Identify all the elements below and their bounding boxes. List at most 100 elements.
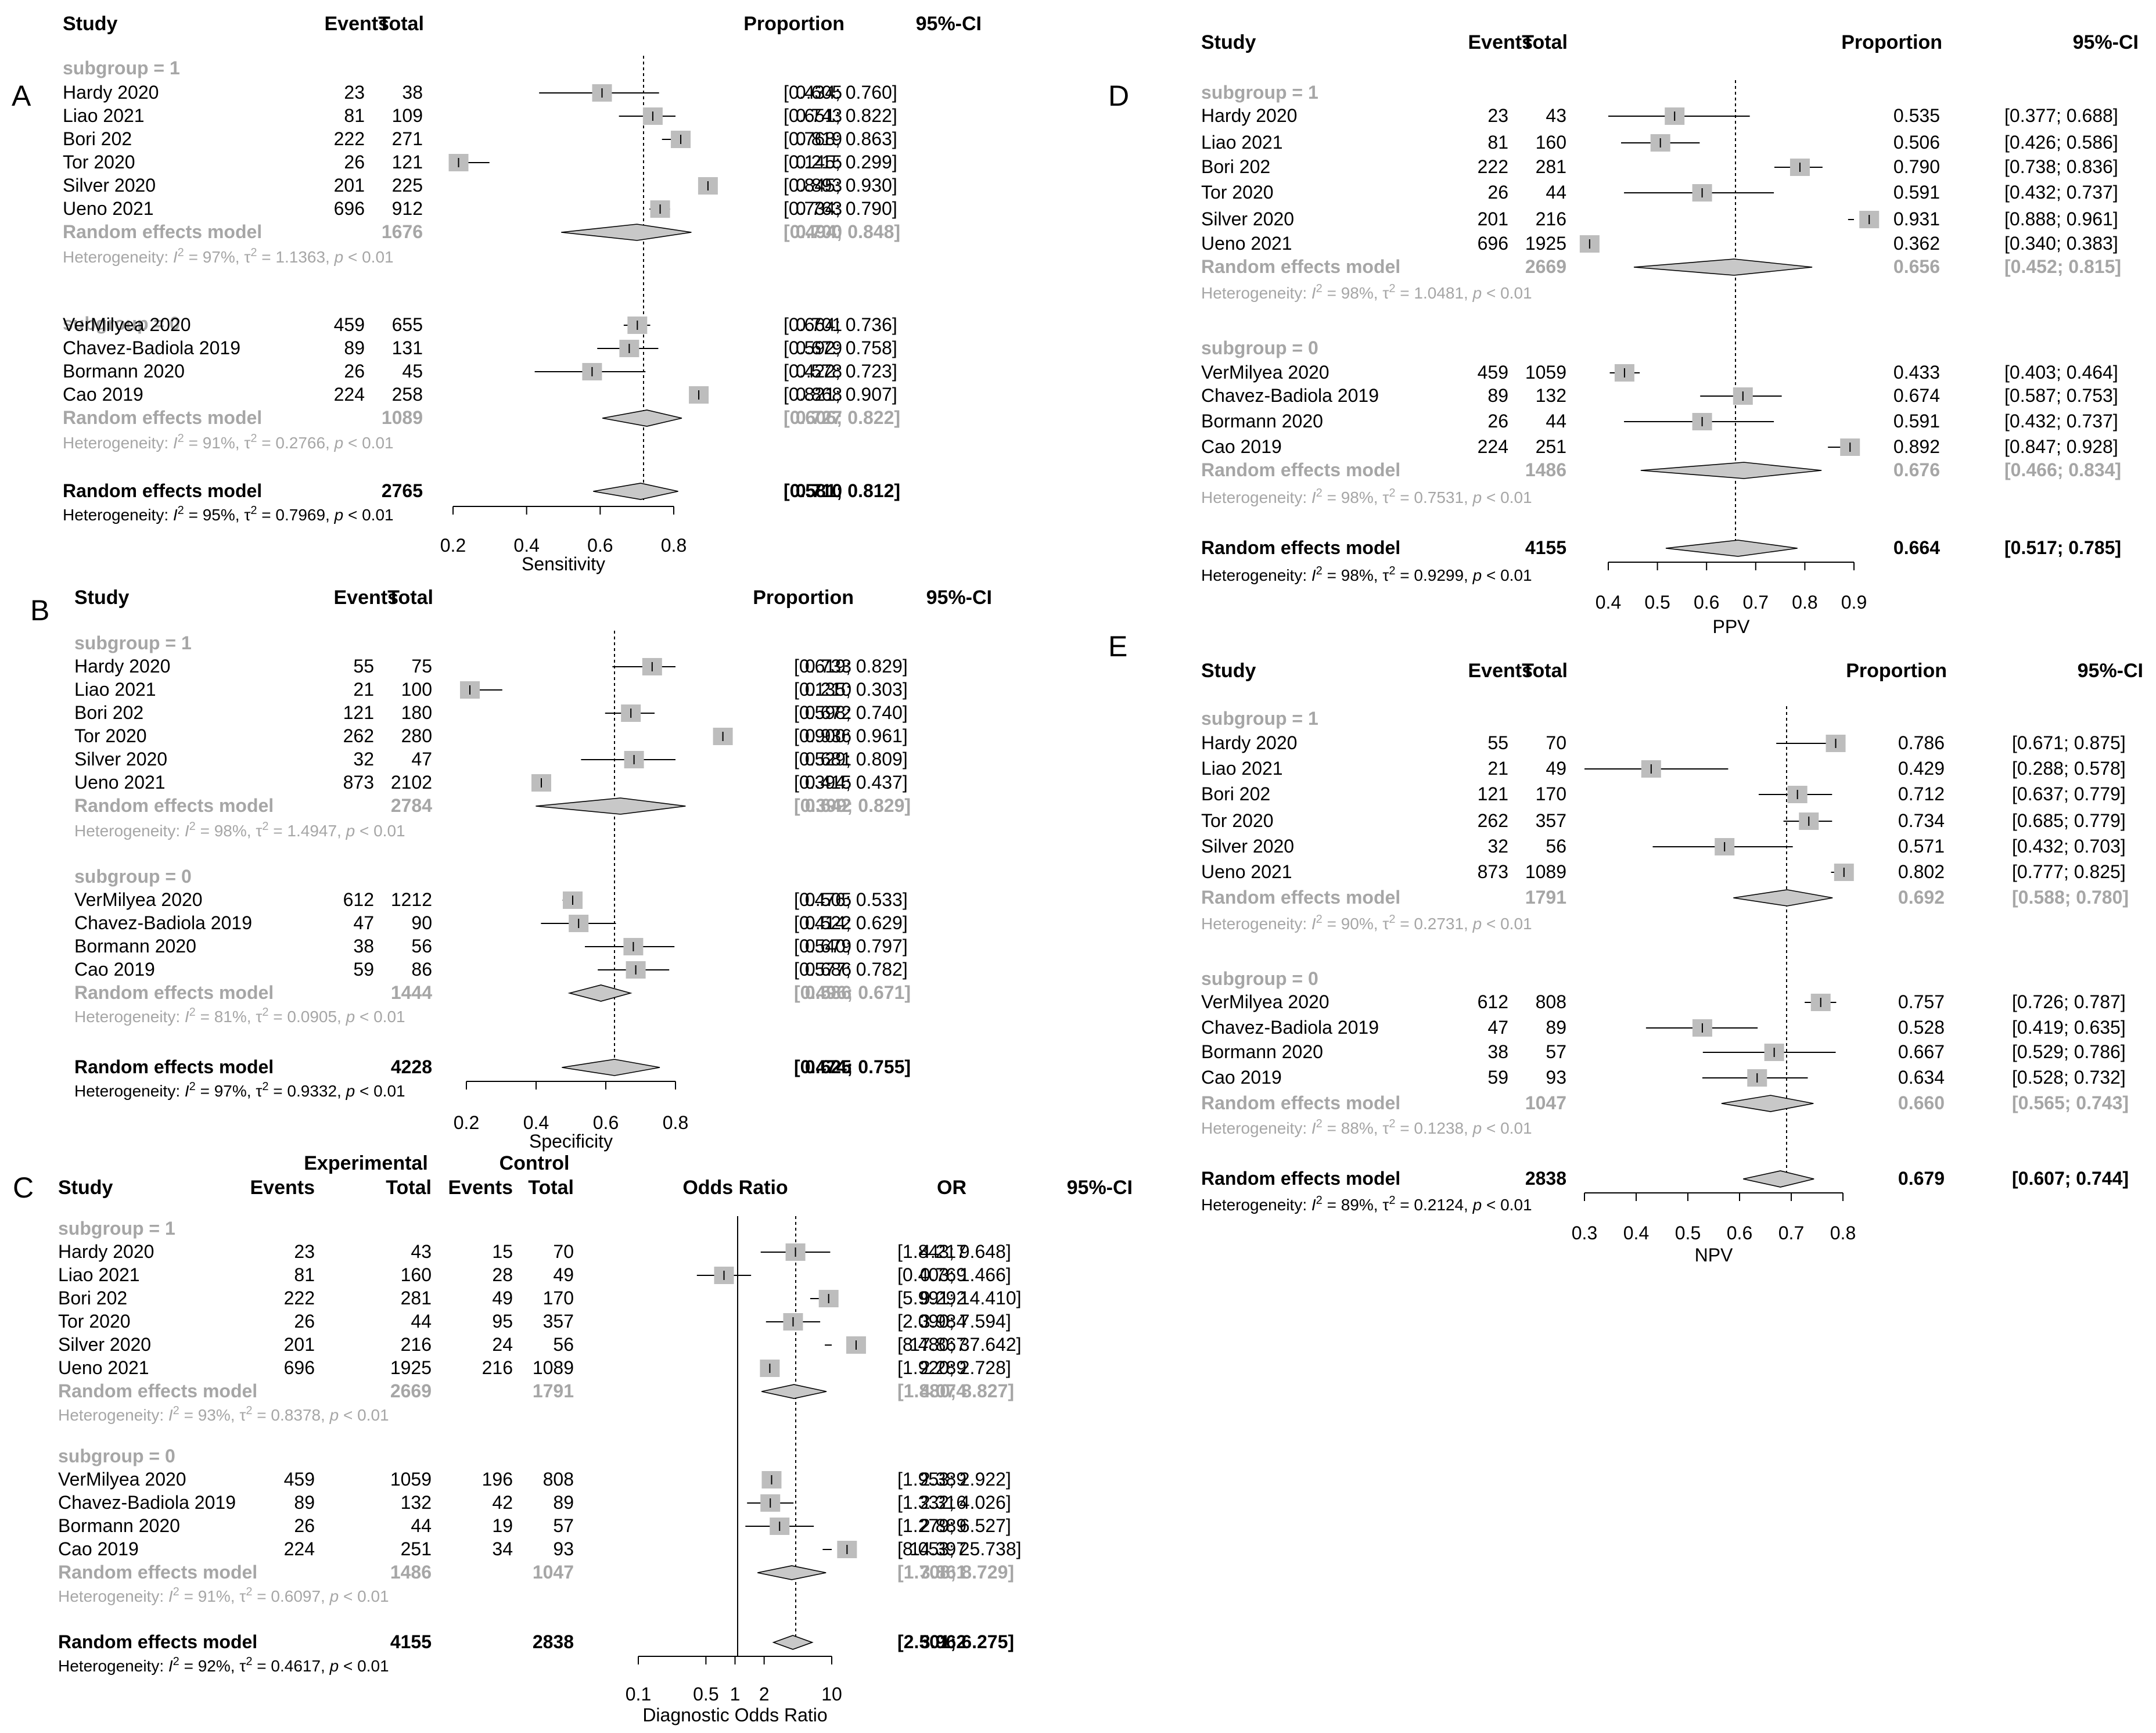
study-events: 459 xyxy=(1478,362,1508,383)
study-name: Bormann 2020 xyxy=(58,1515,180,1536)
subgroup-label: subgroup = 0 xyxy=(1201,968,1318,989)
exp-events: 89 xyxy=(294,1492,315,1513)
study-events: 873 xyxy=(343,772,374,793)
x-tick-label: 0.2 xyxy=(454,1112,479,1133)
subgroup-diamond xyxy=(561,224,692,241)
overall-model-name: Random effects model xyxy=(1201,537,1400,558)
study-estimate: 0.672 xyxy=(805,702,851,723)
subgroup-diamond xyxy=(1633,258,1813,276)
study-total: 75 xyxy=(411,656,432,677)
ctrl-total: 57 xyxy=(553,1515,574,1536)
x-tick-label: 0.9 xyxy=(1841,592,1867,613)
subgroup-estimate: 4.074 xyxy=(920,1380,966,1401)
subgroup-heterogeneity: Heterogeneity: I2 = 98%, τ2 = 1.4947, p … xyxy=(74,820,405,840)
study-ci: [0.434; 0.760] xyxy=(784,82,897,103)
subgroup-label: subgroup = 0 xyxy=(74,866,192,887)
study-total: 1925 xyxy=(1525,233,1566,254)
ctrl-events: 34 xyxy=(492,1538,513,1559)
header-est: OR xyxy=(937,1177,966,1199)
header-measure: Proportion xyxy=(743,13,845,35)
study-total: 357 xyxy=(1536,810,1566,831)
x-tick-label: 0.3 xyxy=(1572,1223,1597,1243)
subgroup-total: 1486 xyxy=(1525,459,1566,480)
header-ci: 95%-CI xyxy=(2073,31,2139,53)
study-ci: [0.598; 0.740] xyxy=(794,702,908,723)
x-tick-label: 0.7 xyxy=(1778,1223,1804,1243)
subgroup-model-name: Random effects model xyxy=(74,795,274,816)
study-total: 38 xyxy=(402,82,423,103)
study-name: Ueno 2021 xyxy=(58,1357,149,1378)
study-events: 23 xyxy=(344,82,365,103)
study-ci: [0.587; 0.753] xyxy=(2004,385,2118,406)
study-name: Silver 2020 xyxy=(58,1334,151,1355)
study-total: 281 xyxy=(1536,156,1566,177)
study-name: Bori 202 xyxy=(1201,783,1270,804)
ctrl-total: 70 xyxy=(553,1241,574,1262)
study-name: Bormann 2020 xyxy=(63,361,185,382)
study-name: Ueno 2021 xyxy=(63,198,154,219)
study-ci: [0.637; 0.779] xyxy=(2012,783,2126,804)
study-name: Cao 2019 xyxy=(74,959,155,980)
study-name: Hardy 2020 xyxy=(1201,732,1297,753)
study-ci: [1.279; 6.527] xyxy=(897,1515,1011,1536)
x-tick-label: 0.8 xyxy=(1830,1223,1856,1243)
study-total: 180 xyxy=(401,702,432,723)
exp-total: 43 xyxy=(411,1241,432,1262)
x-tick-label: 0.8 xyxy=(663,1112,688,1133)
header-measure: Proportion xyxy=(753,587,854,609)
study-name: Tor 2020 xyxy=(1201,810,1274,831)
study-total: 251 xyxy=(1536,436,1566,457)
study-estimate: 0.931 xyxy=(1893,208,1940,229)
subgroup-ci: [0.452; 0.815] xyxy=(2004,256,2121,277)
overall-diamond xyxy=(772,1635,814,1650)
study-ci: [0.528; 0.732] xyxy=(2012,1067,2126,1088)
study-estimate: 0.819 xyxy=(796,128,842,149)
study-ci: [0.685; 0.779] xyxy=(2012,810,2126,831)
subgroup-total: 1791 xyxy=(1525,887,1566,908)
study-total: 170 xyxy=(1536,783,1566,804)
exp-events: 26 xyxy=(294,1311,315,1332)
subgroup-heterogeneity: Heterogeneity: I2 = 81%, τ2 = 0.0905, p … xyxy=(74,1006,405,1026)
ctrl-events: 15 xyxy=(492,1241,513,1262)
exp-total: 1059 xyxy=(390,1469,432,1490)
study-name: Tor 2020 xyxy=(63,152,135,172)
study-estimate: 0.535 xyxy=(1893,105,1940,126)
study-ci: [0.900; 0.961] xyxy=(794,725,908,746)
study-total: 808 xyxy=(1536,991,1566,1012)
study-total: 45 xyxy=(402,361,423,382)
study-estimate: 0.506 xyxy=(1893,132,1940,153)
study-events: 81 xyxy=(344,105,365,126)
study-ci: [5.991; 14.410] xyxy=(897,1288,1022,1308)
study-total: 70 xyxy=(1546,732,1566,753)
panel-c: C Study Experimental Control Events Total Even… xyxy=(13,1152,1133,1725)
study-total: 49 xyxy=(1546,758,1566,779)
overall-ctrl-total: 2838 xyxy=(533,1631,574,1652)
x-axis-label: NPV xyxy=(1695,1245,1733,1265)
study-name: Hardy 2020 xyxy=(1201,105,1297,126)
overall-total: 4155 xyxy=(1525,537,1566,558)
overall-heterogeneity: Heterogeneity: I2 = 89%, τ2 = 0.2124, p … xyxy=(1201,1194,1532,1214)
study-events: 201 xyxy=(1478,208,1508,229)
study-events: 696 xyxy=(1478,233,1508,254)
subgroup-diamond xyxy=(567,984,633,1002)
subgroup-ci: [0.399; 0.829] xyxy=(794,795,911,816)
study-events: 121 xyxy=(1478,783,1508,804)
study-name: Tor 2020 xyxy=(1201,182,1274,203)
study-events: 612 xyxy=(343,889,374,910)
x-tick-label: 0.5 xyxy=(1644,592,1670,613)
exp-total: 216 xyxy=(401,1334,432,1355)
study-name: Bormann 2020 xyxy=(1201,411,1323,432)
study-estimate: 0.429 xyxy=(1898,758,1945,779)
header-ctrl-total: Total xyxy=(528,1177,574,1199)
study-events: 59 xyxy=(353,959,374,980)
subgroup-ci: [0.565; 0.743] xyxy=(2012,1092,2129,1113)
study-events: 32 xyxy=(353,749,374,770)
overall-heterogeneity: Heterogeneity: I2 = 97%, τ2 = 0.9332, p … xyxy=(74,1080,405,1100)
subgroup-model-name: Random effects model xyxy=(58,1380,257,1401)
study-estimate: 0.892 xyxy=(1893,436,1940,457)
study-name: Liao 2021 xyxy=(1201,758,1283,779)
study-events: 47 xyxy=(1487,1017,1508,1038)
subgroup-heterogeneity: Heterogeneity: I2 = 91%, τ2 = 0.6097, p … xyxy=(58,1585,389,1605)
subgroup-model-name: Random effects model xyxy=(63,407,262,428)
study-name: VerMilyea 2020 xyxy=(74,889,203,910)
